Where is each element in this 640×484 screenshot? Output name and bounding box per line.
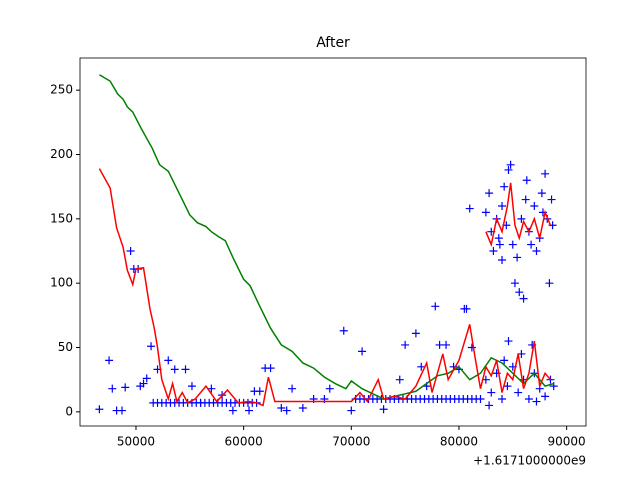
scatter-point <box>532 247 541 256</box>
scatter-point <box>181 365 190 374</box>
scatter-point <box>541 392 550 401</box>
x-tick-label: 60000 <box>225 435 263 449</box>
scatter-point <box>108 384 117 393</box>
axes-frame <box>79 57 587 427</box>
scatter-point <box>504 165 513 174</box>
scatter-point <box>431 302 440 311</box>
scatter-point <box>530 201 539 210</box>
y-tick-label: 50 <box>58 340 73 354</box>
x-offset-label: +1.6171000000e9 <box>473 454 586 468</box>
y-tick-label: 0 <box>65 404 73 418</box>
scatter-point <box>521 195 530 204</box>
scatter-point <box>494 234 503 243</box>
scatter-point <box>339 326 348 335</box>
scatter-point <box>395 375 404 384</box>
scatter-point <box>147 342 156 351</box>
scatter-point <box>506 160 515 169</box>
scatter-point <box>515 288 524 297</box>
scatter-point <box>245 406 254 415</box>
x-tick-label: 90000 <box>548 435 586 449</box>
scatter-point <box>498 394 507 403</box>
y-tick-label: 250 <box>50 83 73 97</box>
scatter-point <box>476 394 485 403</box>
scatter-point <box>417 362 426 371</box>
scatter-point <box>325 384 334 393</box>
scatter-point <box>164 356 173 365</box>
scatter-point <box>541 169 550 178</box>
scatter-point <box>465 204 474 213</box>
scatter-point <box>527 240 536 249</box>
line <box>98 74 554 400</box>
scatter-point <box>498 201 507 210</box>
scatter-point <box>500 356 509 365</box>
scatter-point <box>510 279 519 288</box>
scatter-point <box>347 406 356 415</box>
scatter-point <box>228 406 237 415</box>
scatter-point <box>504 337 513 346</box>
scatter-point <box>503 382 512 391</box>
scatter-point <box>462 304 471 313</box>
scatter-point <box>467 343 476 352</box>
scatter-point <box>117 406 126 415</box>
scatter-point <box>170 365 179 374</box>
line <box>485 182 552 248</box>
scatter-point <box>95 405 104 414</box>
scatter-point <box>495 240 504 249</box>
scatter-point <box>537 189 546 198</box>
y-tick-label: 200 <box>50 147 73 161</box>
scatter-point <box>514 388 523 397</box>
scatter-point <box>500 182 509 191</box>
scatter-point <box>442 340 451 349</box>
scatter-point <box>105 356 114 365</box>
scatter-point <box>142 374 151 383</box>
x-tick-label: 50000 <box>117 435 155 449</box>
scatter-point <box>358 347 367 356</box>
scatter-point <box>519 294 528 303</box>
scatter-point <box>401 340 410 349</box>
scatter-point <box>298 403 307 412</box>
scatter-point <box>513 253 522 262</box>
y-tick-label: 100 <box>50 276 73 290</box>
scatter-point <box>524 394 533 403</box>
scatter-point <box>522 176 531 185</box>
scatter-point <box>517 214 526 223</box>
scatter-point <box>485 401 494 410</box>
scatter-point <box>207 384 216 393</box>
scatter-point <box>277 403 286 412</box>
scatter-point <box>187 382 196 391</box>
scatter-point <box>532 397 541 406</box>
scatter-point <box>549 382 558 391</box>
scatter-point <box>255 387 264 396</box>
scatter-point <box>489 247 498 256</box>
y-tick-label: 150 <box>50 211 73 225</box>
line <box>98 168 552 407</box>
scatter-point <box>481 208 490 217</box>
scatter-point <box>139 379 148 388</box>
chart-title: After <box>316 35 350 51</box>
scatter-point <box>266 364 275 373</box>
scatter-point <box>126 247 135 256</box>
scatter-point <box>282 406 291 415</box>
x-tick-label: 70000 <box>332 435 370 449</box>
scatter-point <box>547 195 556 204</box>
scatter-point <box>288 384 297 393</box>
scatter-point <box>508 240 517 249</box>
scatter-point <box>545 279 554 288</box>
scatter-point <box>498 256 507 265</box>
scatter-point <box>485 189 494 198</box>
scatter-point <box>487 388 496 397</box>
x-tick-label: 80000 <box>440 435 478 449</box>
scatter-point <box>121 383 130 392</box>
scatter-point <box>379 405 388 414</box>
scatter-point <box>411 329 420 338</box>
